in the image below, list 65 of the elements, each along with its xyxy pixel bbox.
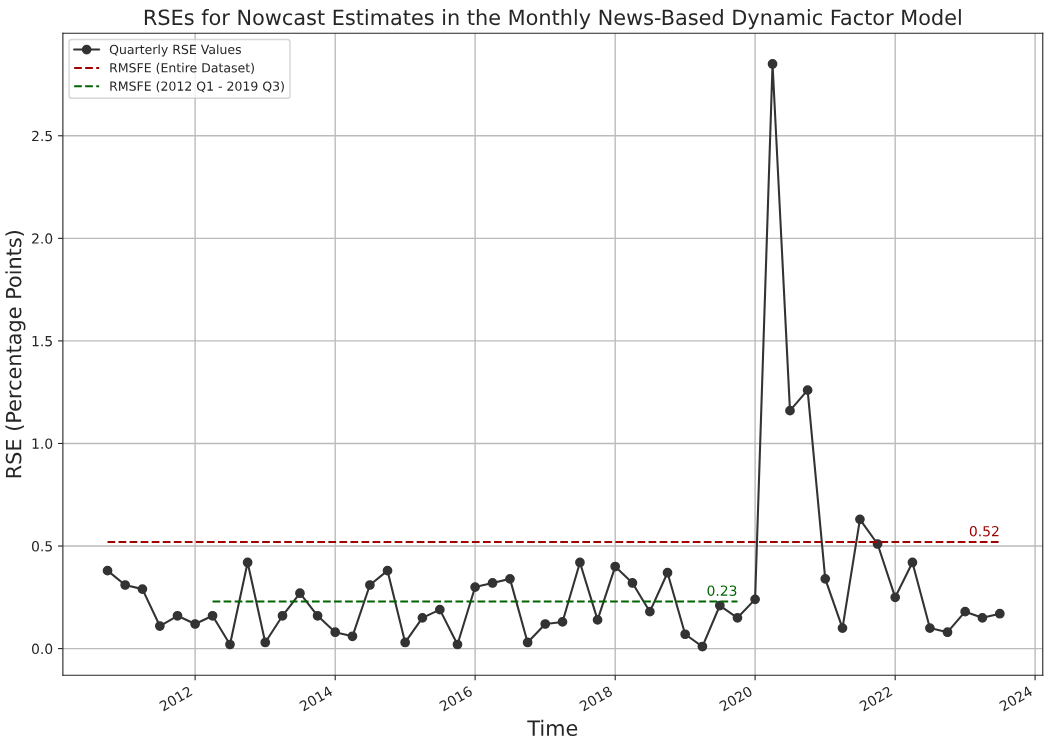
point [434,604,445,615]
point [942,627,953,638]
point [295,588,305,599]
point [855,514,865,525]
chart-title: RSEs for Nowcast Estimates in the Monthly News-Based Dynamic Factor Model [144,9,961,30]
y-tick-label: 0.5 [31,541,52,552]
point [154,621,165,631]
point [470,582,480,592]
point [732,612,743,623]
point [610,561,621,572]
y-axis-title: RSE (Percentage Points) [5,230,26,478]
legend-label: RMSFE (2012 Q1 - 2019 Q3) [110,81,284,93]
point [767,59,778,69]
point [277,610,288,621]
point [505,573,515,584]
point [120,580,131,590]
point [662,567,673,578]
point [225,639,235,650]
point [750,594,760,605]
point [137,584,148,594]
point [452,639,463,650]
y-tick-label: 0.0 [31,643,53,655]
point [627,578,638,588]
annotation: 0.52 [969,525,999,537]
point [802,385,813,395]
point [260,637,271,648]
point [837,623,848,633]
legend-label: Quarterly RSE Values [109,44,241,57]
point [487,578,498,588]
point [190,619,200,629]
point [417,612,428,623]
point [890,592,901,603]
point [785,405,795,416]
point [592,615,603,625]
point [960,606,971,617]
point [242,557,253,568]
annotation: 0.23 [707,585,737,596]
point [557,617,568,627]
point [365,580,375,590]
point [312,610,323,621]
point [522,637,533,648]
point [575,557,585,568]
y-tick-label: 2.5 [32,130,52,142]
point [347,631,358,642]
point [697,641,708,652]
point [382,565,393,576]
point [977,612,988,623]
point [925,623,935,633]
point [820,573,831,584]
y-tick-label: 1.0 [32,438,53,449]
point [907,557,918,568]
y-tick-label: 2.0 [32,233,53,244]
point [540,619,551,629]
point [102,565,113,576]
point [680,629,691,640]
point [207,610,218,621]
point [714,600,725,611]
point [172,610,183,621]
y-tick-label: 1.5 [32,336,52,347]
legend-label: RMSFE (Entire Dataset) [110,62,254,74]
point [330,627,341,638]
point [645,606,655,617]
x-axis-title: Time [527,719,578,736]
point [400,637,411,648]
point [994,608,1005,619]
